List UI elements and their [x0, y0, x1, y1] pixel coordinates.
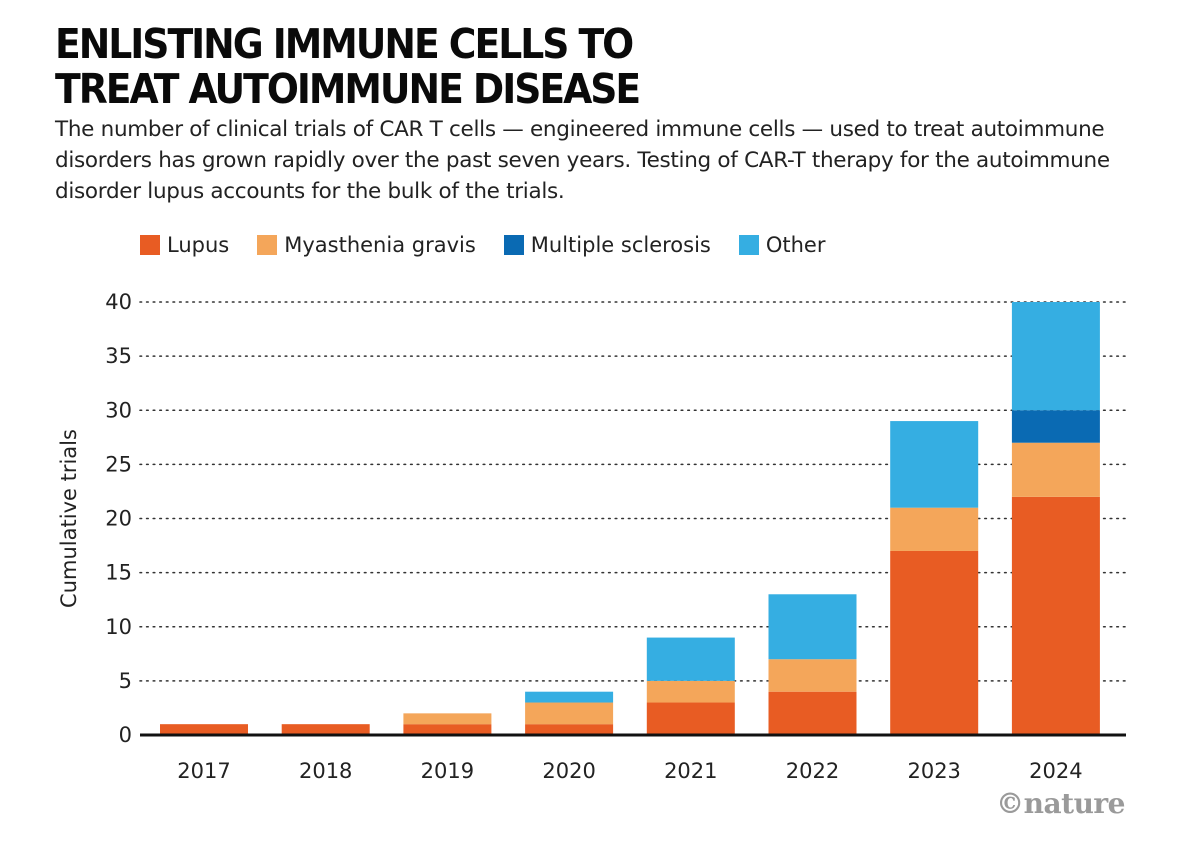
- y-axis-title: Cumulative trials: [57, 429, 81, 608]
- x-tick-label-2020: 2020: [542, 759, 595, 783]
- bar-2024-multiple-sclerosis: [1011, 410, 1100, 443]
- x-tick-label-2021: 2021: [664, 759, 717, 783]
- y-tick-label-40: 40: [105, 290, 132, 314]
- legend-label-lupus: Lupus: [167, 233, 230, 257]
- legend-swatch-lupus: [140, 235, 160, 255]
- bar-2022-lupus: [768, 691, 857, 735]
- y-tick-label-35: 35: [105, 344, 132, 368]
- y-tick-label-0: 0: [119, 723, 132, 747]
- bar-2024-lupus: [1011, 496, 1100, 735]
- legend-swatch-other: [738, 235, 759, 255]
- x-tick-label-2017: 2017: [177, 759, 230, 783]
- legend-label-myasthenia-gravis: Myasthenia gravis: [284, 233, 476, 257]
- legend-label-other: Other: [765, 233, 826, 257]
- y-tick-label-30: 30: [105, 398, 132, 422]
- legend-swatch-multiple-sclerosis: [503, 235, 524, 255]
- legend-item-myasthenia-gravis: Myasthenia gravis: [257, 233, 476, 257]
- subtitle: The number of clinical trials of CAR T c…: [55, 117, 1110, 204]
- legend-item-multiple-sclerosis: Multiple sclerosis: [503, 233, 711, 257]
- bar-2020-lupus: [525, 724, 614, 735]
- legend-label-multiple-sclerosis: Multiple sclerosis: [530, 233, 711, 257]
- bar-2020-other: [525, 691, 614, 703]
- y-tick-label-25: 25: [105, 452, 132, 476]
- bar-2023-lupus: [890, 550, 979, 735]
- x-tick-label-2019: 2019: [421, 759, 474, 783]
- y-tick-label-20: 20: [105, 507, 132, 531]
- bar-2024-other: [1011, 302, 1100, 411]
- nature-credit: ©nature: [996, 787, 1125, 820]
- legend-swatch-myasthenia-gravis: [257, 235, 278, 255]
- bar-2019-myasthenia-gravis: [403, 713, 492, 725]
- legend-item-other: Other: [738, 233, 826, 257]
- x-tick-label-2018: 2018: [299, 759, 352, 783]
- bar-2023-myasthenia-gravis: [890, 507, 979, 551]
- y-tick-label-10: 10: [105, 615, 132, 639]
- headline-line-2: TREAT AUTOIMMUNE DISEASE: [55, 65, 641, 113]
- y-tick-label-15: 15: [105, 561, 132, 585]
- bar-2023-other: [890, 421, 979, 508]
- legend-item-lupus: Lupus: [140, 233, 229, 257]
- x-tick-label-2023: 2023: [907, 759, 960, 783]
- bar-2019-lupus: [403, 724, 492, 735]
- headline-line-1: ENLISTING IMMUNE CELLS TO: [55, 20, 634, 68]
- x-tick-label-2024: 2024: [1029, 759, 1082, 783]
- x-tick-label-2022: 2022: [786, 759, 839, 783]
- bar-2020-myasthenia-gravis: [525, 702, 614, 725]
- headline: ENLISTING IMMUNE CELLS TO TREAT AUTOIMMU…: [55, 20, 641, 113]
- bar-2022-myasthenia-gravis: [768, 659, 857, 692]
- legend: Lupus Myasthenia gravis Multiple scleros…: [140, 230, 854, 260]
- bar-2018-lupus: [281, 724, 370, 735]
- bar-2021-myasthenia-gravis: [646, 680, 735, 703]
- bar-2024-myasthenia-gravis: [1011, 442, 1100, 497]
- bar-2022-other: [768, 594, 857, 660]
- y-tick-label-5: 5: [119, 669, 132, 693]
- bar-2021-lupus: [646, 702, 735, 735]
- bar-2021-other: [646, 637, 735, 681]
- bar-2017-lupus: [160, 724, 248, 735]
